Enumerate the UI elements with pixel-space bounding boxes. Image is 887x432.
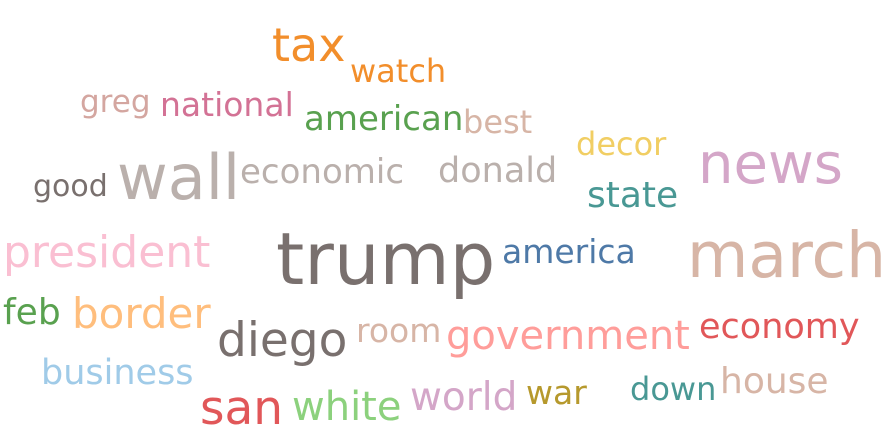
word-watch: watch [350, 52, 447, 90]
word-business: business [41, 353, 194, 393]
word-state: state [587, 175, 679, 216]
word-room: room [356, 311, 442, 350]
word-economic: economic [240, 152, 405, 192]
word-san: san [200, 381, 284, 432]
word-economy: economy [699, 307, 860, 347]
word-march: march [687, 219, 887, 292]
word-america: america [502, 232, 636, 271]
word-good: good [33, 169, 108, 204]
word-greg: greg [80, 84, 151, 120]
word-american: american [304, 99, 464, 139]
word-best: best [463, 103, 533, 141]
word-down: down [630, 370, 717, 408]
word-house: house [720, 361, 829, 402]
word-national: national [160, 85, 294, 124]
word-government: government [446, 313, 690, 359]
word-war: war [526, 373, 587, 412]
word-donald: donald [438, 151, 558, 191]
word-diego: diego [217, 313, 348, 368]
word-white: white [292, 384, 402, 430]
word-feb: feb [3, 292, 61, 333]
word-decor: decor [576, 125, 667, 163]
word-president: president [3, 227, 211, 278]
word-world: world [410, 375, 518, 420]
word-news: news [698, 132, 843, 197]
word-border: border [72, 289, 211, 338]
word-trump: trump [276, 217, 496, 301]
word-wall: wall [117, 141, 241, 214]
word-tax: tax [272, 18, 346, 72]
